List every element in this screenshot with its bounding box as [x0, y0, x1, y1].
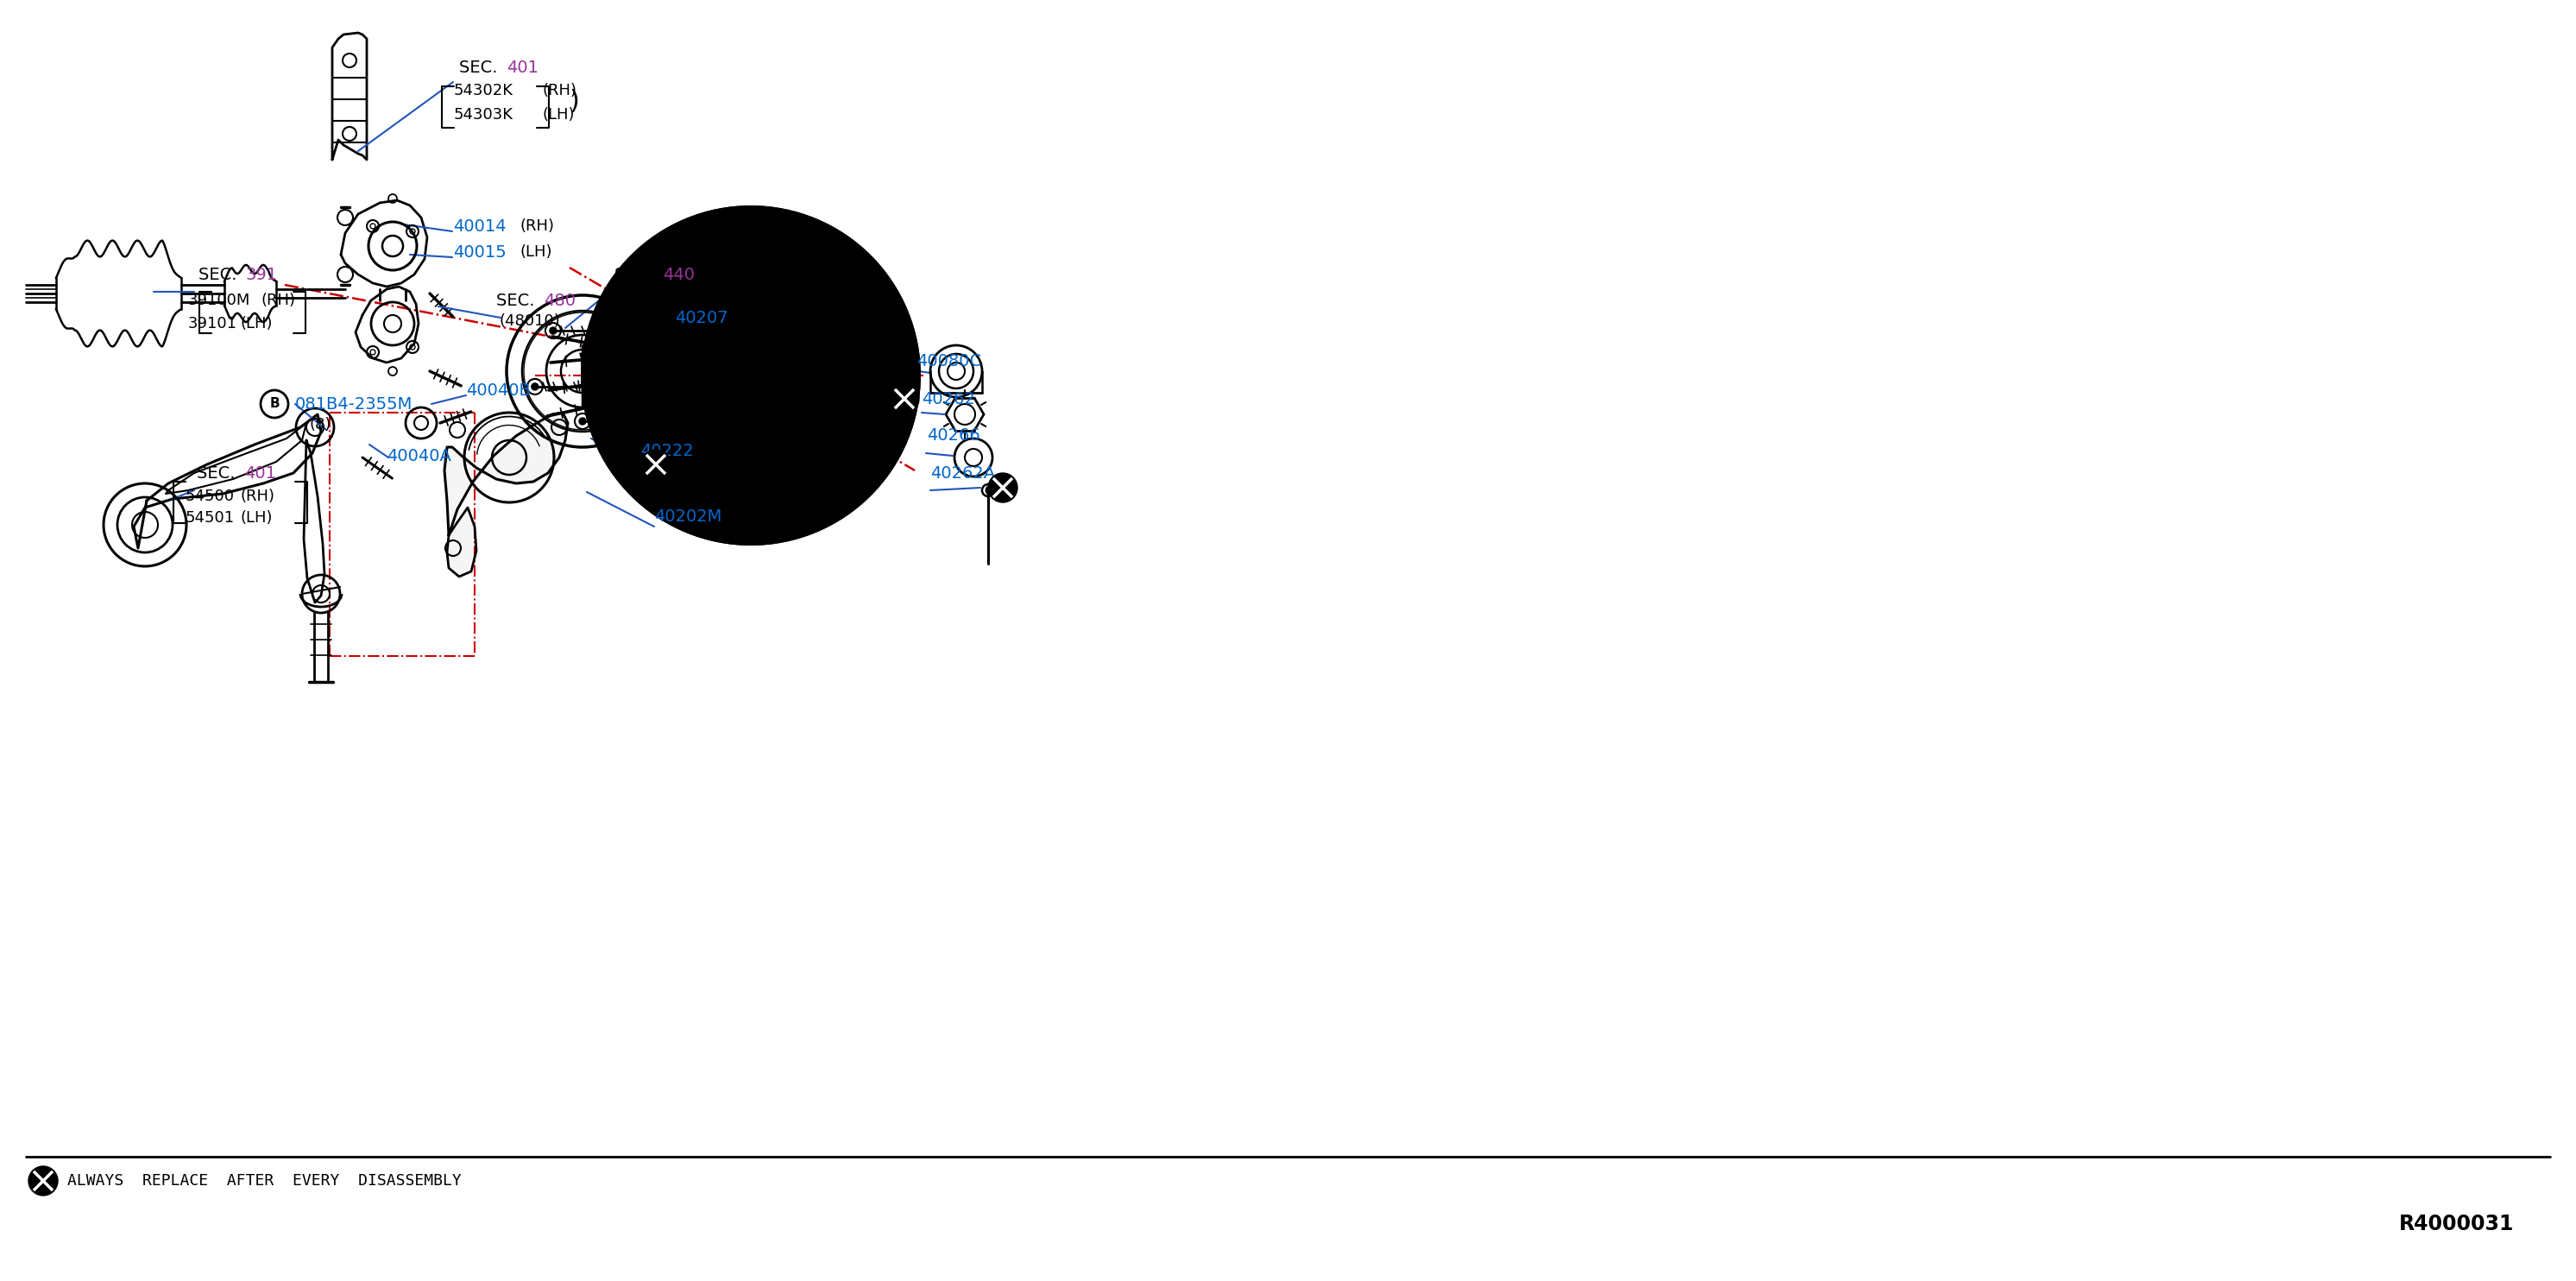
Circle shape — [28, 1166, 57, 1195]
Text: R4000031: R4000031 — [2398, 1213, 2514, 1235]
Text: 081B4-2355M: 081B4-2355M — [296, 396, 412, 412]
Text: B: B — [270, 397, 278, 410]
Circle shape — [580, 418, 585, 425]
Text: 54303K: 54303K — [453, 108, 513, 123]
Text: 40014: 40014 — [453, 218, 507, 234]
Text: 391: 391 — [245, 266, 278, 283]
Polygon shape — [165, 423, 307, 493]
Circle shape — [626, 383, 634, 391]
Text: 54500: 54500 — [185, 488, 234, 505]
Polygon shape — [355, 287, 417, 363]
Text: 40015: 40015 — [453, 243, 507, 260]
Text: SEC.: SEC. — [497, 292, 541, 309]
Text: (RH): (RH) — [520, 218, 554, 234]
Text: 40222: 40222 — [641, 442, 693, 459]
Polygon shape — [332, 33, 366, 160]
Text: 39100M: 39100M — [188, 292, 250, 309]
Circle shape — [531, 383, 538, 391]
Text: 40040A: 40040A — [386, 447, 451, 464]
Polygon shape — [134, 414, 322, 548]
Text: SEC.: SEC. — [616, 266, 659, 283]
Text: 40202M: 40202M — [654, 509, 721, 524]
Text: (LH): (LH) — [240, 316, 273, 332]
Text: 40262: 40262 — [922, 391, 974, 407]
Text: 40266: 40266 — [927, 428, 979, 445]
Text: (48010): (48010) — [500, 314, 559, 329]
Text: (RH): (RH) — [240, 488, 276, 505]
Text: (LH): (LH) — [240, 510, 273, 525]
Text: 40080C: 40080C — [917, 352, 981, 369]
Text: 40207: 40207 — [675, 310, 729, 325]
Polygon shape — [448, 507, 477, 576]
Text: (41151M): (41151M) — [618, 287, 693, 304]
Text: (RH): (RH) — [260, 292, 296, 309]
Text: SEC.: SEC. — [196, 465, 240, 482]
Text: 40040B: 40040B — [466, 382, 531, 398]
Text: (RH): (RH) — [541, 83, 577, 99]
Circle shape — [549, 327, 556, 334]
Polygon shape — [304, 441, 325, 602]
Polygon shape — [446, 412, 567, 535]
Text: 39101: 39101 — [188, 316, 237, 332]
Text: ALWAYS  REPLACE  AFTER  EVERY  DISASSEMBLY: ALWAYS REPLACE AFTER EVERY DISASSEMBLY — [67, 1173, 461, 1189]
Text: (8): (8) — [309, 416, 330, 433]
Text: SEC.: SEC. — [198, 266, 242, 283]
Text: 401: 401 — [245, 465, 276, 482]
Text: 40262A: 40262A — [930, 465, 994, 482]
Circle shape — [670, 293, 832, 457]
Text: 401: 401 — [507, 59, 538, 76]
Text: ): ) — [569, 90, 580, 114]
Text: 54501: 54501 — [185, 510, 234, 525]
Circle shape — [989, 473, 1018, 502]
Text: (LH): (LH) — [541, 108, 574, 123]
Circle shape — [608, 327, 616, 334]
Text: 54302K: 54302K — [453, 83, 513, 99]
Text: 480: 480 — [544, 292, 574, 309]
Polygon shape — [340, 200, 428, 287]
Text: 440: 440 — [662, 266, 696, 283]
Text: (LH): (LH) — [520, 245, 551, 260]
Circle shape — [641, 450, 670, 479]
Circle shape — [582, 208, 920, 544]
Text: SEC.: SEC. — [459, 59, 502, 76]
Circle shape — [889, 384, 920, 414]
